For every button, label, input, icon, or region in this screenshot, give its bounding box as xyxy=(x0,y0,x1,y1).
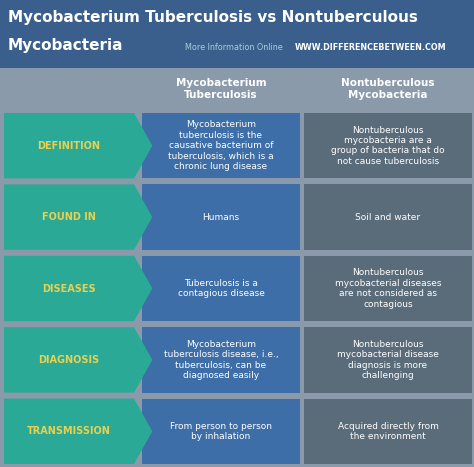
Text: WWW.DIFFERENCEBETWEEN.COM: WWW.DIFFERENCEBETWEEN.COM xyxy=(295,43,447,52)
Polygon shape xyxy=(4,256,152,321)
FancyBboxPatch shape xyxy=(304,184,472,250)
FancyBboxPatch shape xyxy=(142,399,300,464)
Polygon shape xyxy=(4,113,152,178)
Text: Nontuberculous
Mycobacteria: Nontuberculous Mycobacteria xyxy=(341,78,435,100)
Text: Nontuberculous
mycobacteria are a
group of bacteria that do
not cause tuberculos: Nontuberculous mycobacteria are a group … xyxy=(331,126,445,166)
FancyBboxPatch shape xyxy=(0,0,474,68)
FancyBboxPatch shape xyxy=(142,68,300,110)
FancyBboxPatch shape xyxy=(304,399,472,464)
Text: DEFINITION: DEFINITION xyxy=(37,141,100,151)
FancyBboxPatch shape xyxy=(304,256,472,321)
Text: From person to person
by inhalation: From person to person by inhalation xyxy=(170,422,272,441)
Text: Soil and water: Soil and water xyxy=(356,212,420,222)
Text: Tuberculosis is a
contagious disease: Tuberculosis is a contagious disease xyxy=(178,279,264,298)
Text: DIAGNOSIS: DIAGNOSIS xyxy=(38,355,100,365)
Text: More Information Online: More Information Online xyxy=(185,43,283,52)
FancyBboxPatch shape xyxy=(142,327,300,393)
FancyBboxPatch shape xyxy=(304,68,472,110)
Text: TRANSMISSION: TRANSMISSION xyxy=(27,426,111,436)
FancyBboxPatch shape xyxy=(142,184,300,250)
Text: Mycobacterium Tuberculosis vs Nontuberculous: Mycobacterium Tuberculosis vs Nontubercu… xyxy=(8,10,418,25)
Polygon shape xyxy=(4,184,152,250)
Text: Nontuberculous
mycobacterial diseases
are not considered as
contagious: Nontuberculous mycobacterial diseases ar… xyxy=(335,269,441,309)
Polygon shape xyxy=(4,399,152,464)
FancyBboxPatch shape xyxy=(142,256,300,321)
Polygon shape xyxy=(4,327,152,393)
Text: Mycobacteria: Mycobacteria xyxy=(8,38,124,53)
Text: Acquired directly from
the environment: Acquired directly from the environment xyxy=(337,422,438,441)
Text: Mycobacterium
tuberculosis is the
causative bacterium of
tuberculosis, which is : Mycobacterium tuberculosis is the causat… xyxy=(168,120,274,171)
FancyBboxPatch shape xyxy=(304,113,472,178)
Text: Mycobacterium
Tuberculosis: Mycobacterium Tuberculosis xyxy=(176,78,266,100)
Text: DISEASES: DISEASES xyxy=(42,283,96,293)
FancyBboxPatch shape xyxy=(142,113,300,178)
Text: Humans: Humans xyxy=(202,212,239,222)
Text: Mycobacterium
tuberculosis disease, i.e.,
tuberculosis, can be
diagnosed easily: Mycobacterium tuberculosis disease, i.e.… xyxy=(164,340,278,380)
Text: FOUND IN: FOUND IN xyxy=(42,212,96,222)
Text: Nontuberculous
mycobacterial disease
diagnosis is more
challenging: Nontuberculous mycobacterial disease dia… xyxy=(337,340,439,380)
FancyBboxPatch shape xyxy=(304,327,472,393)
